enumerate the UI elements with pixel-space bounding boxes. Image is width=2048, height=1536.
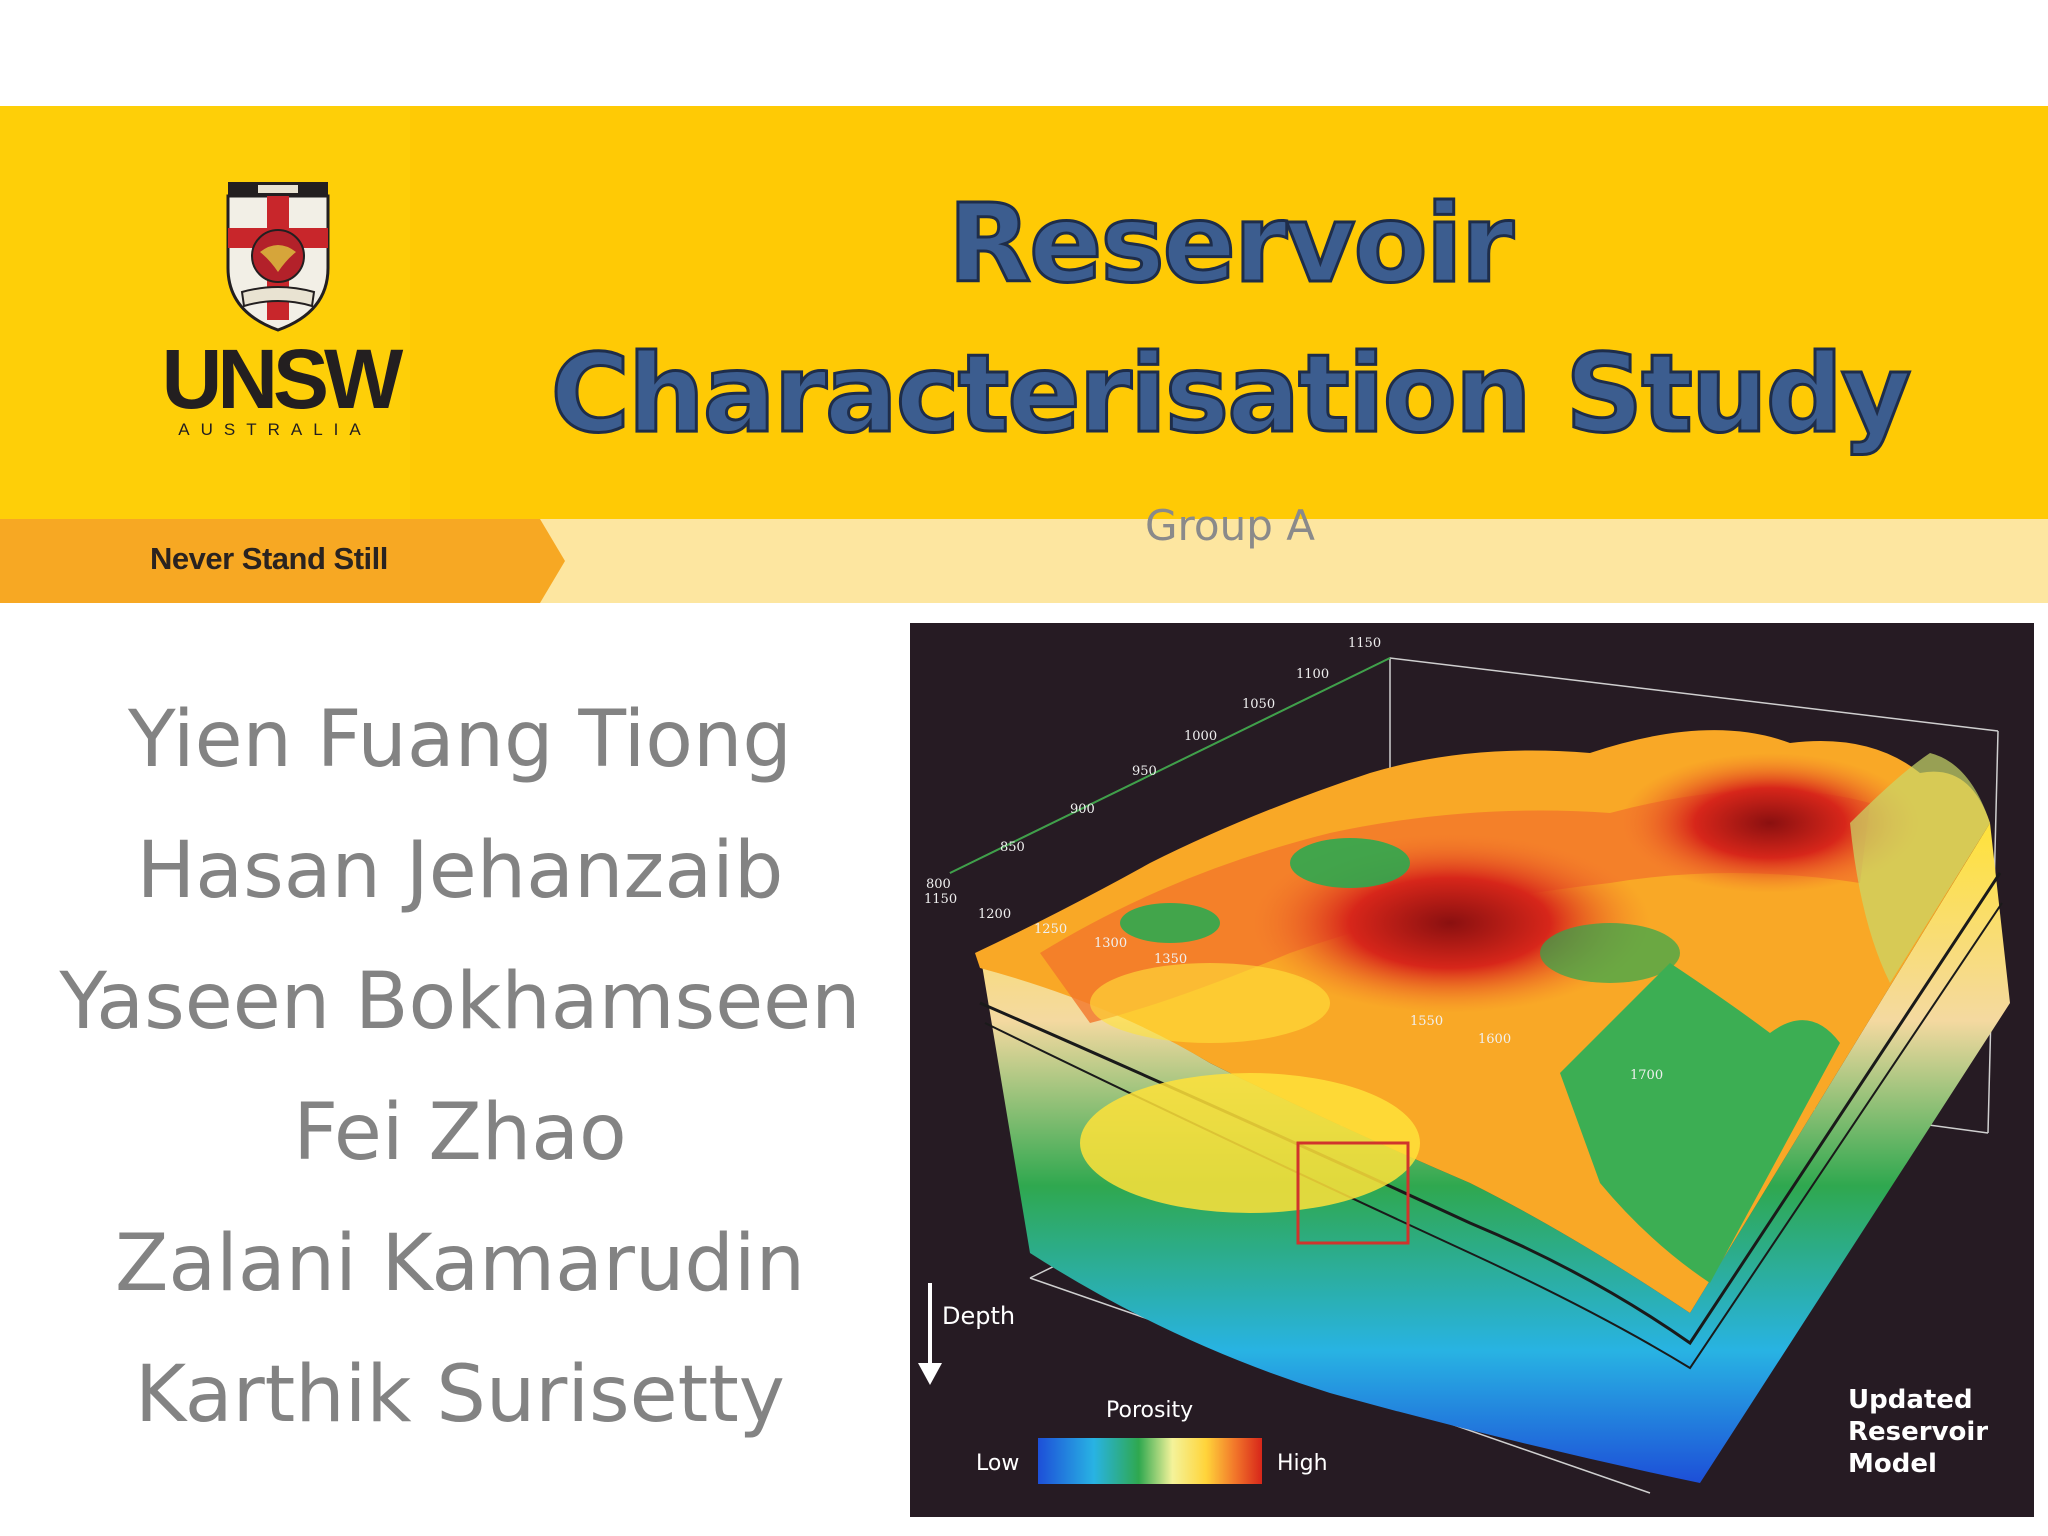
caption-line: Model xyxy=(1848,1449,1937,1479)
tick-label: 1300 xyxy=(1094,936,1127,951)
tick-label: 1250 xyxy=(1034,922,1067,937)
model-green-compartment xyxy=(1560,963,1840,1283)
tick-label: 1100 xyxy=(1296,667,1329,682)
legend-high-label: High xyxy=(1277,1451,1328,1476)
top-axis-ticks: 800 850 900 950 1000 1050 1100 1150 xyxy=(926,636,1381,892)
side-axis-ticks: 1150 1200 1250 1300 1350 1550 1600 1700 xyxy=(924,892,1663,1083)
tick-label: 900 xyxy=(1070,802,1095,817)
legend-low-label: Low xyxy=(976,1451,1019,1476)
figure-caption: Updated Reservoir Model xyxy=(1848,1385,1988,1479)
highlight-box xyxy=(1296,1141,1410,1245)
tick-label: 1700 xyxy=(1630,1068,1663,1083)
page-title: Reservoir Characterisation Study xyxy=(549,181,1913,459)
model-side-face xyxy=(980,823,2010,1483)
tick-label: 1000 xyxy=(1184,729,1217,744)
logo-wordmark: UNSW xyxy=(161,332,404,426)
legend-title: Porosity xyxy=(1106,1398,1193,1423)
tick-label: 1600 xyxy=(1478,1032,1511,1047)
author-name: Zalani Kamarudin xyxy=(114,1219,806,1309)
depth-label: Depth xyxy=(942,1302,1015,1330)
logo-subtext: AUSTRALIA xyxy=(178,420,372,439)
author-name: Karthik Surisetty xyxy=(135,1350,785,1440)
tick-label: 1550 xyxy=(1410,1014,1443,1029)
caption-line: Reservoir xyxy=(1848,1417,1988,1447)
tagline: Never Stand Still xyxy=(150,541,388,576)
porosity-color-bar xyxy=(1038,1438,1262,1484)
caption-line: Updated xyxy=(1848,1385,1973,1415)
reservoir-model-image: 800 850 900 950 1000 1050 1100 1150 1150… xyxy=(918,636,2010,1494)
tick-label: 1150 xyxy=(1348,636,1381,651)
author-name: Yaseen Bokhamseen xyxy=(59,957,861,1047)
tick-label: 1050 xyxy=(1242,697,1275,712)
tick-label: 950 xyxy=(1132,764,1157,779)
author-name: Fei Zhao xyxy=(293,1088,627,1178)
tagline-arrow xyxy=(0,519,565,603)
tick-label: 1150 xyxy=(924,892,957,907)
tick-label: 1350 xyxy=(1154,952,1187,967)
author-name: Hasan Jehanzaib xyxy=(136,826,784,916)
tick-label: 800 xyxy=(926,877,951,892)
tick-label: 850 xyxy=(1000,840,1025,855)
logo-panel xyxy=(0,106,410,519)
subtitle: Group A xyxy=(1145,501,1315,550)
tick-label: 1200 xyxy=(978,907,1011,922)
author-list: Yien Fuang Tiong Hasan Jehanzaib Yaseen … xyxy=(40,690,880,1476)
unsw-crest-icon xyxy=(226,182,330,332)
reservoir-model-figure: 800 850 900 950 1000 1050 1100 1150 1150… xyxy=(910,623,2034,1517)
author-name: Yien Fuang Tiong xyxy=(128,695,792,785)
